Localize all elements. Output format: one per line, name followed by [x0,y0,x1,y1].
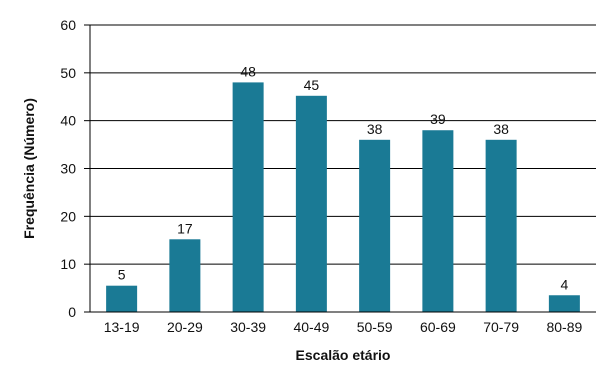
y-tick-labels: 0 10 20 30 40 50 60 [60,17,76,320]
x-tick-label: 60-69 [420,319,456,335]
bar [106,285,138,312]
bar [359,139,391,312]
y-tick-label: 10 [60,256,76,272]
data-label: 45 [304,77,320,93]
data-label: 48 [240,63,256,79]
x-tick-label: 13-19 [104,319,140,335]
bar [548,295,580,312]
x-axis-title: Escalão etário [296,347,391,363]
data-label: 39 [430,111,446,127]
x-tick-label: 40-49 [293,319,329,335]
x-tick-label: 70-79 [483,319,519,335]
x-tick-label: 80-89 [546,319,582,335]
data-labels: 5 17 48 45 38 39 38 4 [118,63,569,292]
x-tick-labels: 13-19 20-29 30-39 40-49 50-59 60-69 70-79 80-89 [104,319,583,335]
x-tick-label: 30-39 [230,319,266,335]
bar [232,82,264,313]
data-label: 5 [118,267,126,283]
x-tick-label: 20-29 [167,319,203,335]
x-tick-label: 50-59 [357,319,393,335]
y-tick-label: 0 [68,304,76,320]
bar [295,95,327,312]
data-label: 17 [177,220,193,236]
bars [106,82,580,313]
y-tick-label: 50 [60,65,76,81]
bar [422,130,454,312]
bar [485,139,517,312]
data-label: 38 [367,121,383,137]
axes [84,24,596,313]
y-axis-title: Frequência (Número) [21,98,37,239]
data-label: 38 [493,121,509,137]
y-tick-label: 20 [60,208,76,224]
y-tick-label: 40 [60,113,76,129]
data-label: 4 [560,276,568,292]
bar [169,239,201,312]
y-tick-label: 30 [60,161,76,177]
gridlines [90,24,596,265]
y-tick-label: 60 [60,17,76,33]
